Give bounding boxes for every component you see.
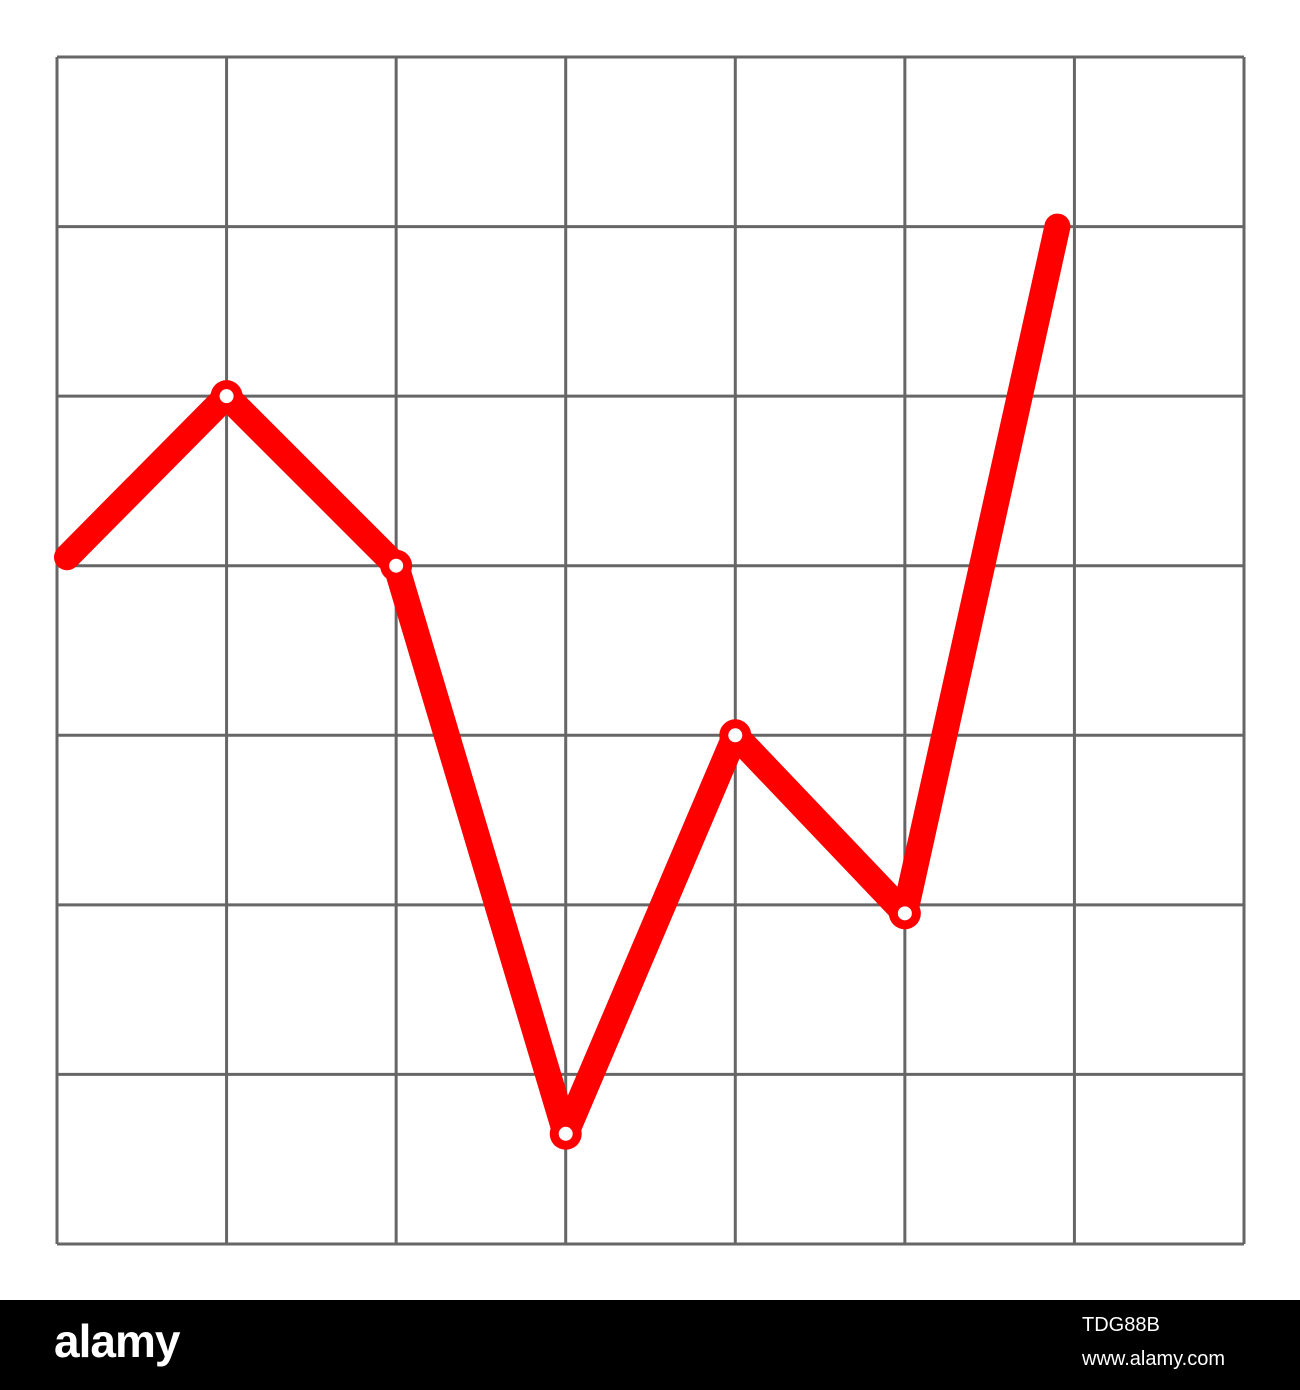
data-point-marker-center xyxy=(389,558,404,573)
chart-series-layer xyxy=(54,213,1071,1147)
data-point-marker-center xyxy=(219,389,234,404)
data-point-marker-center xyxy=(728,728,743,743)
line-chart xyxy=(54,55,1246,1246)
image-id: TDG88B xyxy=(1082,1314,1160,1336)
watermark-footer: alamy TDG88B www.alamy.com xyxy=(0,1300,1300,1390)
alamy-logo: alamy xyxy=(54,1315,180,1367)
chart-svg xyxy=(54,55,1246,1246)
watermark-url: www.alamy.com xyxy=(1082,1348,1225,1370)
data-point-marker-center xyxy=(558,1126,573,1141)
chart-markers xyxy=(210,380,921,1150)
data-point-marker-center xyxy=(897,906,912,921)
series-line xyxy=(54,213,1071,1147)
